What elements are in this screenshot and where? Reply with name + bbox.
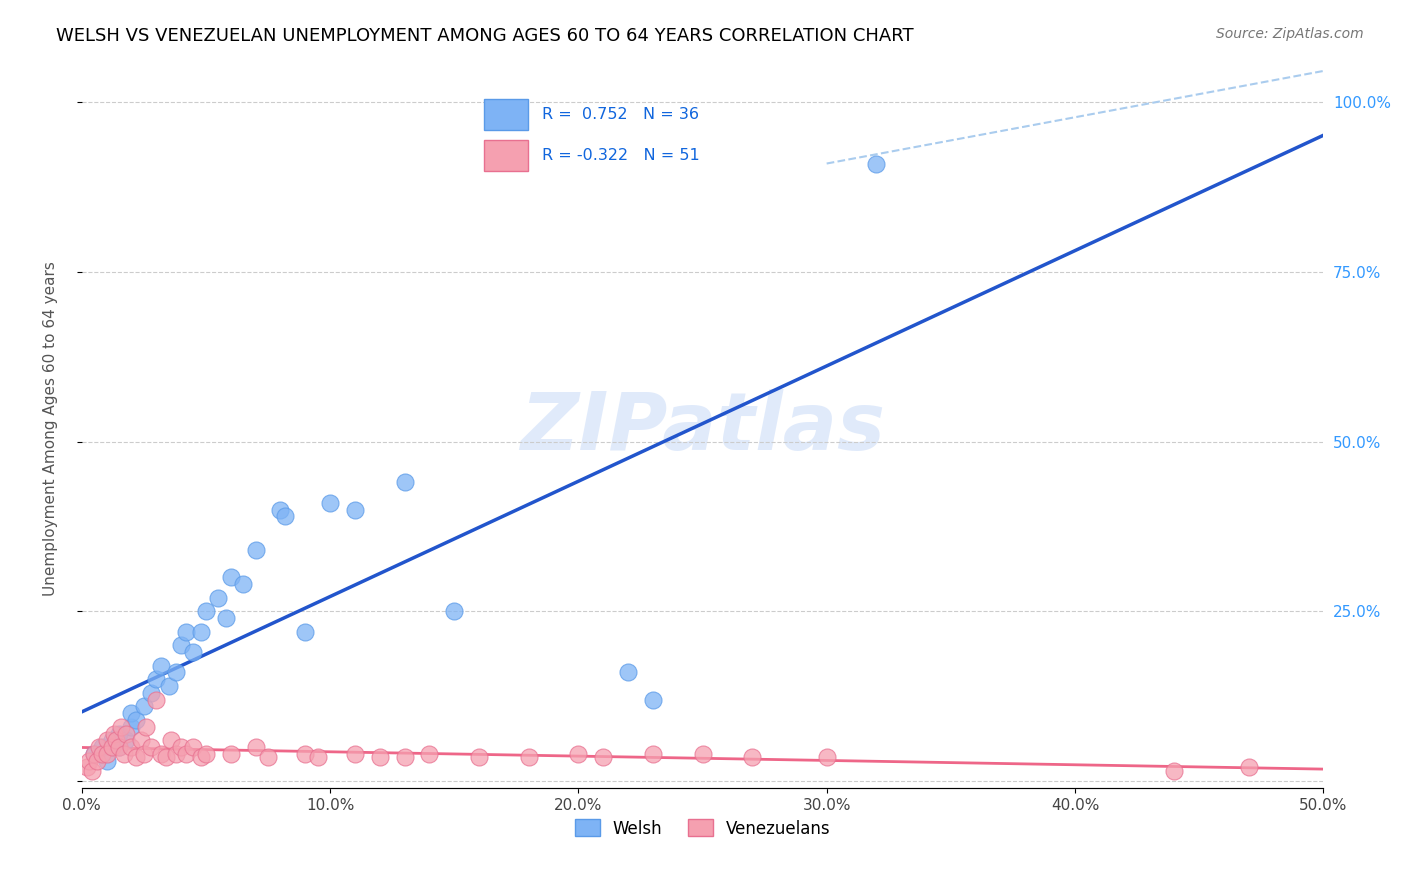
Point: [100, 740, 122, 755]
Point: [343, 502, 366, 516]
Point: [468, 750, 491, 764]
Point: [343, 747, 366, 761]
Point: [741, 750, 763, 764]
Text: ZIPatlas: ZIPatlas: [520, 389, 884, 467]
Point: [815, 750, 838, 764]
Point: [443, 604, 465, 618]
Point: [83, 747, 105, 761]
Point: [100, 733, 122, 747]
Point: [125, 713, 148, 727]
Point: [183, 740, 205, 755]
Point: [165, 665, 187, 680]
Point: [294, 624, 316, 639]
Point: [307, 750, 329, 764]
Point: [115, 726, 138, 740]
Legend: Welsh, Venezuelans: Welsh, Venezuelans: [568, 813, 837, 844]
Point: [368, 750, 391, 764]
Point: [155, 750, 177, 764]
Point: [96, 733, 118, 747]
Point: [96, 754, 118, 768]
Point: [592, 750, 614, 764]
Point: [319, 496, 342, 510]
Point: [77, 754, 100, 768]
Point: [294, 747, 316, 761]
Point: [207, 591, 229, 605]
Point: [174, 747, 197, 761]
Point: [112, 747, 135, 761]
Point: [190, 750, 212, 764]
Point: [110, 720, 132, 734]
Point: [245, 543, 267, 558]
Point: [120, 720, 142, 734]
Point: [150, 658, 173, 673]
Point: [76, 760, 98, 774]
Point: [115, 733, 138, 747]
Point: [194, 604, 217, 618]
Point: [245, 740, 267, 755]
Point: [617, 665, 640, 680]
Point: [141, 686, 163, 700]
Point: [394, 750, 416, 764]
Point: [132, 699, 155, 714]
Point: [141, 740, 163, 755]
Y-axis label: Unemployment Among Ages 60 to 64 years: Unemployment Among Ages 60 to 64 years: [44, 260, 58, 596]
Point: [257, 750, 280, 764]
Point: [219, 570, 242, 584]
Point: [83, 747, 105, 761]
Point: [215, 611, 238, 625]
Point: [125, 750, 148, 764]
Point: [108, 740, 131, 755]
Point: [190, 624, 212, 639]
Point: [641, 747, 664, 761]
Point: [183, 645, 205, 659]
Point: [1237, 760, 1260, 774]
Point: [132, 747, 155, 761]
Point: [105, 733, 128, 747]
Point: [150, 747, 173, 761]
Point: [103, 726, 125, 740]
Point: [157, 679, 180, 693]
Point: [90, 747, 112, 761]
Point: [1163, 764, 1185, 778]
Point: [274, 509, 297, 524]
Point: [269, 502, 291, 516]
Point: [692, 747, 714, 761]
Point: [170, 638, 193, 652]
Point: [86, 754, 108, 768]
Text: WELSH VS VENEZUELAN UNEMPLOYMENT AMONG AGES 60 TO 64 YEARS CORRELATION CHART: WELSH VS VENEZUELAN UNEMPLOYMENT AMONG A…: [56, 27, 914, 45]
Point: [517, 750, 540, 764]
Point: [567, 747, 589, 761]
Point: [80, 764, 103, 778]
Point: [641, 692, 664, 706]
Point: [170, 740, 193, 755]
Point: [90, 740, 112, 755]
Point: [194, 747, 217, 761]
Point: [145, 673, 167, 687]
Point: [120, 706, 142, 721]
Point: [394, 475, 416, 490]
Point: [145, 692, 167, 706]
Point: [865, 156, 887, 170]
Point: [108, 726, 131, 740]
Text: Source: ZipAtlas.com: Source: ZipAtlas.com: [1216, 27, 1364, 41]
Point: [219, 747, 242, 761]
Point: [135, 720, 157, 734]
Point: [174, 624, 197, 639]
Point: [160, 733, 183, 747]
Point: [120, 740, 142, 755]
Point: [87, 740, 110, 755]
Point: [418, 747, 440, 761]
Point: [108, 740, 131, 755]
Point: [232, 577, 254, 591]
Point: [96, 747, 118, 761]
Point: [131, 733, 153, 747]
Point: [165, 747, 187, 761]
